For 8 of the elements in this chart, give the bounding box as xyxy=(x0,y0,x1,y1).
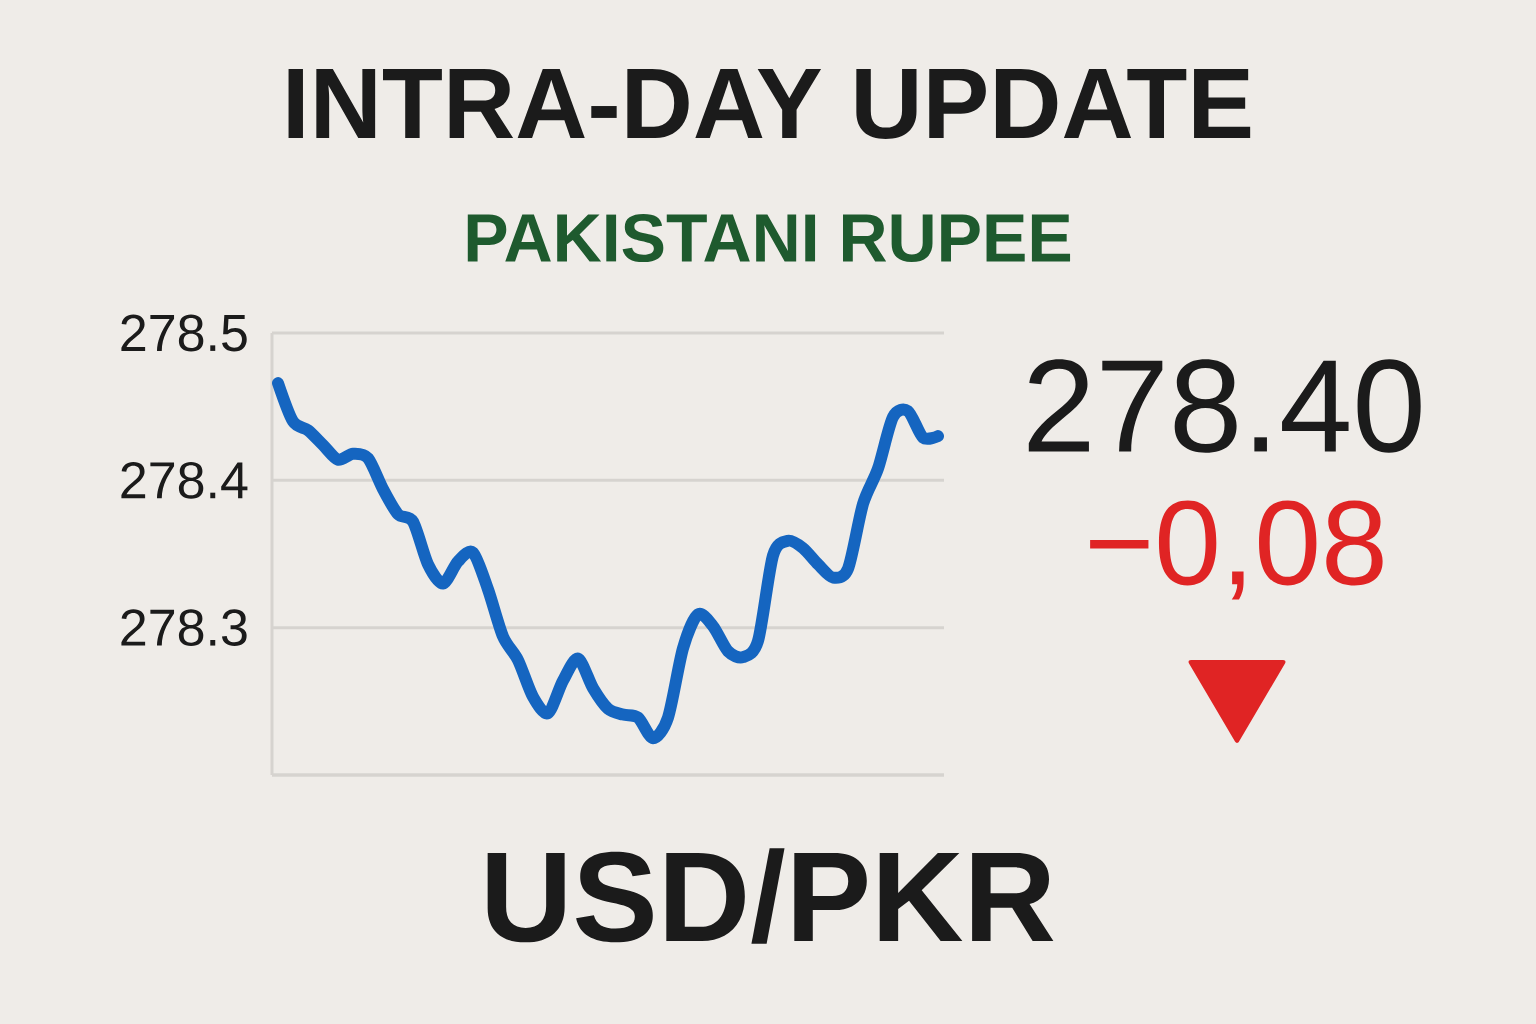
text: USD/PKR xyxy=(487,848,1054,944)
chart-title: INTRA-DAY UPDATE xyxy=(288,69,1251,139)
chart-subtitle: PAKISTANI RUPEE xyxy=(467,213,1071,263)
y-tick-label: 278.4 xyxy=(121,461,248,499)
text: −0,08 xyxy=(1090,500,1383,600)
y-tick-label: 278.5 xyxy=(121,314,247,352)
y-tick-label: 278.3 xyxy=(121,609,247,647)
text: 278.40 xyxy=(1028,359,1421,453)
